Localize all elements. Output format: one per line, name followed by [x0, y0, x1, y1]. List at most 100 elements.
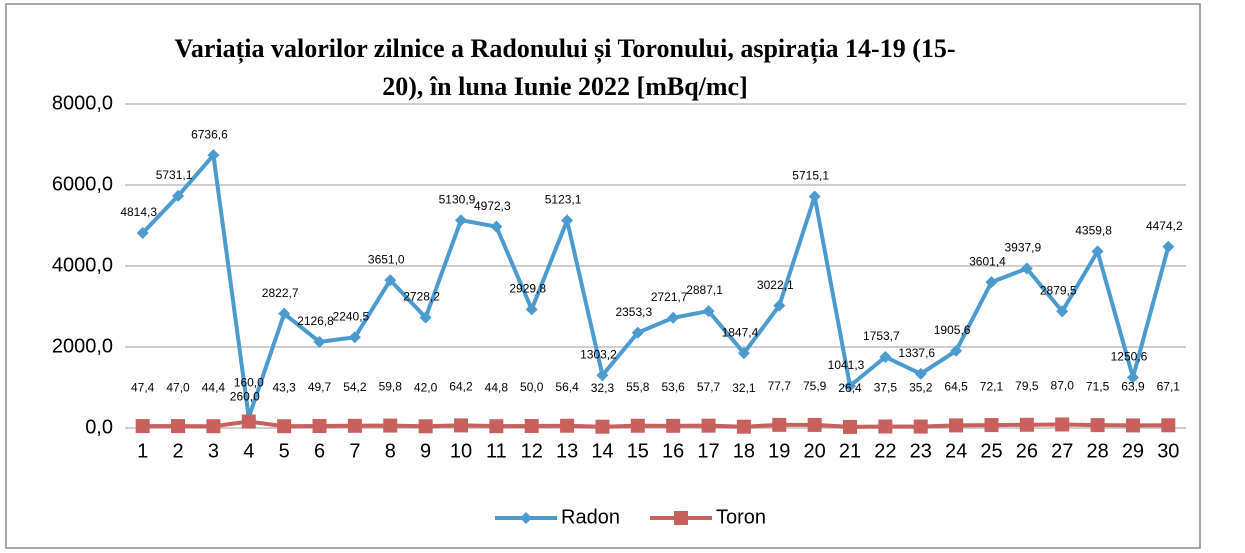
x-tick-label: 22 [874, 440, 896, 462]
point [453, 418, 468, 433]
point [879, 350, 892, 363]
data-label: 5130,9 [439, 192, 476, 206]
data-label: 32,1 [732, 381, 756, 395]
data-label: 59,8 [379, 380, 403, 394]
point [171, 419, 186, 434]
data-label: 2240,5 [333, 309, 370, 323]
point [702, 305, 715, 318]
data-label: 53,6 [662, 380, 686, 394]
data-label: 75,9 [803, 379, 827, 393]
point [667, 311, 680, 324]
data-label: 77,7 [768, 379, 792, 393]
point [1019, 417, 1034, 432]
point [561, 214, 574, 227]
x-tick-label: 19 [768, 440, 790, 462]
data-label: 54,2 [343, 380, 367, 394]
point [843, 419, 858, 434]
data-label: 5731,1 [156, 168, 193, 182]
point [520, 512, 532, 524]
point [1125, 418, 1140, 433]
point [241, 414, 256, 429]
data-label: 47,4 [131, 380, 155, 394]
data-label: 1303,2 [580, 347, 617, 361]
x-tick-label: 2 [172, 440, 183, 462]
data-label: 260,0 [230, 390, 260, 404]
data-label: 2126,8 [297, 314, 334, 328]
data-label: 64,2 [449, 380, 473, 394]
point [737, 347, 750, 360]
data-label: 55,8 [626, 380, 650, 394]
point [844, 379, 857, 392]
x-tick-label: 14 [591, 440, 613, 462]
point [701, 418, 716, 433]
x-tick-label: 23 [910, 440, 932, 462]
data-label: 1337,6 [898, 346, 935, 360]
point [949, 418, 964, 433]
data-label: 79,5 [1015, 379, 1039, 393]
point [454, 214, 467, 227]
data-label: 49,7 [308, 380, 332, 394]
data-label: 2728,2 [403, 290, 440, 304]
data-label: 2353,3 [615, 305, 652, 319]
data-label: 1041,3 [828, 358, 865, 372]
x-tick-label: 11 [486, 440, 507, 462]
x-tick-label: 20 [804, 440, 826, 462]
point [419, 311, 432, 324]
x-tick-label: 16 [662, 440, 684, 462]
point [135, 419, 150, 434]
point [808, 190, 821, 203]
point [312, 418, 327, 433]
data-label: 87,0 [1051, 379, 1075, 393]
data-label: 2879,5 [1040, 284, 1077, 298]
data-label: 2721,7 [651, 290, 688, 304]
data-label: 6736,6 [191, 127, 228, 141]
data-label: 67,1 [1157, 379, 1181, 393]
point [524, 418, 539, 433]
x-tick-label: 29 [1122, 440, 1144, 462]
x-tick-label: 8 [385, 440, 396, 462]
data-label: 4972,3 [474, 199, 511, 213]
point [490, 220, 503, 233]
x-tick-label: 12 [521, 440, 543, 462]
data-label: 1250,6 [1111, 350, 1148, 364]
point [347, 418, 362, 433]
point [631, 326, 644, 339]
data-label: 3651,0 [368, 252, 405, 266]
point [736, 419, 751, 434]
data-label: 44,4 [202, 380, 226, 394]
data-label: 35,2 [909, 381, 933, 395]
point [674, 511, 688, 525]
point [277, 419, 292, 434]
point [525, 303, 538, 316]
point [630, 418, 645, 433]
point [773, 299, 786, 312]
y-tick-label: 4000,0 [52, 254, 113, 276]
series-line [141, 150, 1171, 419]
point [560, 418, 575, 433]
point [666, 418, 681, 433]
point [1090, 418, 1105, 433]
point [984, 418, 999, 433]
point [348, 331, 361, 344]
point [595, 419, 610, 434]
data-label: 3022,1 [757, 278, 794, 292]
data-label: 4474,2 [1146, 219, 1183, 233]
data-label: 63,9 [1121, 380, 1145, 394]
data-label: 32,3 [591, 381, 615, 395]
point [489, 419, 504, 434]
data-label: 50,0 [520, 380, 544, 394]
x-tick-label: 10 [450, 440, 472, 462]
series-line [142, 419, 1169, 429]
chart-border [5, 3, 1201, 549]
data-label: 5715,1 [792, 169, 829, 183]
point [878, 419, 893, 434]
data-label: 2887,1 [686, 283, 723, 297]
point [914, 367, 927, 380]
point [172, 189, 185, 202]
point [772, 417, 787, 432]
y-tick-label: 6000,0 [52, 173, 113, 195]
chart-title: Variația valorilor zilnice a Radonului ș… [174, 34, 956, 101]
point [383, 418, 398, 433]
x-tick-label: 26 [1016, 440, 1038, 462]
